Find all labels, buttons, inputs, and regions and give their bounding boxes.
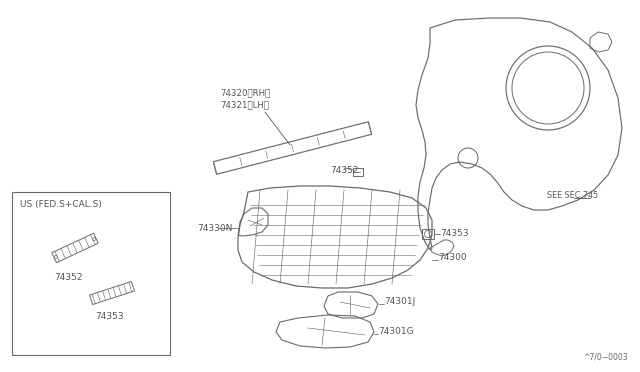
Text: 74352: 74352 (54, 273, 83, 282)
Text: US (FED.S+CAL.S): US (FED.S+CAL.S) (20, 200, 102, 209)
Text: 74353: 74353 (440, 228, 468, 237)
Text: 74301J: 74301J (384, 298, 415, 307)
Text: 74330N: 74330N (197, 224, 232, 232)
Text: ^7/0−0003: ^7/0−0003 (584, 353, 628, 362)
Text: SEE SEC.745: SEE SEC.745 (547, 190, 598, 199)
Text: 74301G: 74301G (378, 327, 413, 337)
Bar (12, 192, 170, 355)
Text: 74352: 74352 (330, 166, 358, 175)
Text: 74321〈LH〉: 74321〈LH〉 (220, 100, 269, 109)
Text: 74320〈RH〉: 74320〈RH〉 (220, 88, 270, 97)
Text: 74300: 74300 (438, 253, 467, 263)
Text: 74353: 74353 (96, 312, 124, 321)
